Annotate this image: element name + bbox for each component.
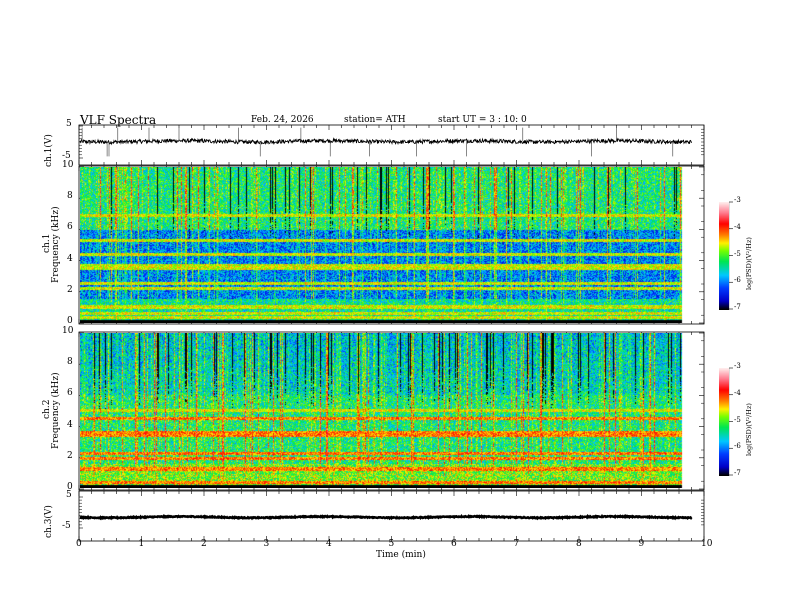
ch1-waveform-y-tick-label: -5: [62, 151, 71, 161]
ch1-spectrogram-y-tick-label: 6: [67, 222, 73, 233]
ch3-waveform-line: [79, 513, 693, 521]
ch2-spectrogram-y-tick-label: 6: [67, 388, 73, 399]
ch1-spectrogram-colorbar-tick-label: -4: [734, 222, 741, 231]
ch1-waveform-y-tick-label: 5: [66, 119, 72, 129]
panel-border: [78, 124, 705, 166]
ch1-spectrogram-y-label: Frequency (kHz): [51, 206, 61, 283]
start-ut-label: start UT = 3 : 10: 0: [438, 115, 527, 125]
ch1-spectrogram-colorbar-tick-label: -6: [734, 276, 741, 285]
ch2-spectrogram-y-label: Frequency (kHz): [51, 372, 61, 449]
ch1-spectrogram-colorbar-tick-label: -7: [734, 303, 741, 311]
ch2-spectrogram-y-tick-label: 4: [67, 419, 73, 430]
x-tick-label: 9: [638, 539, 645, 549]
ch1-spectrogram-image: [80, 167, 694, 323]
x-tick-label: 7: [513, 539, 520, 549]
ch1-spectrogram-y-tick-label: 8: [67, 191, 73, 202]
ch1-spectrogram-colorbar-label: log(PSD)(V²/Hz): [745, 237, 753, 290]
ch3-waveform-y-tick-label: -5: [62, 521, 71, 531]
ch2-colorbar: [719, 368, 729, 476]
x-tick-label: 6: [451, 539, 457, 549]
ch1-spectrogram-y-tick-label: 4: [67, 253, 73, 264]
ch1-spectrogram-y-tick-label: 2: [67, 284, 73, 295]
ch2-spectrogram-image: [80, 333, 694, 488]
ch2-spectrogram-y-tick-label: 10: [62, 326, 74, 336]
ch2-spectrogram-colorbar-tick-label: -5: [734, 415, 741, 424]
x-tick-label: 0: [76, 539, 82, 549]
ch2-spectrogram-colorbar-tick-label: -4: [734, 388, 741, 397]
x-tick-label: 2: [201, 539, 207, 549]
ch1-spectrogram-colorbar-tick-label: -5: [734, 249, 741, 258]
ch2-spectrogram-colorbar-tick-label: -3: [734, 362, 741, 370]
x-tick-label: 3: [263, 539, 270, 549]
ch1-spectrogram-y-tick-label: 0: [67, 316, 73, 326]
x-tick-label: 1: [138, 539, 145, 549]
station-label: station= ATH: [344, 115, 406, 125]
ch3-waveform-y-label: ch.3(V): [44, 505, 54, 538]
chart-title: VLF Spectra: [80, 113, 157, 127]
ch1-spectrogram-y-tick-label: 10: [62, 160, 74, 170]
x-axis-label: Time (min): [376, 550, 426, 560]
ch2-spectrogram-y-tick-label: 8: [67, 357, 73, 368]
date-label: Feb. 24, 2026: [251, 115, 314, 125]
ch2-spectrogram-y-tick-label: 0: [67, 482, 73, 492]
ch2-spectrogram-colorbar-tick-label: -6: [734, 442, 741, 451]
ch1-waveform-line: [79, 137, 692, 146]
ch2-spectrogram-y-tick-label: 2: [67, 450, 73, 461]
x-tick-label: 5: [388, 539, 395, 549]
ch1-waveform-y-label: ch.1(V): [44, 134, 54, 167]
ch2-spectrogram-colorbar-label: log(PSD)(V²/Hz): [745, 403, 753, 456]
x-tick-label: 10: [701, 539, 713, 549]
x-tick-label: 8: [576, 539, 582, 549]
x-tick-label: 4: [326, 539, 332, 549]
ch1-spectrogram-colorbar-tick-label: -3: [734, 196, 741, 204]
ch1-colorbar: [719, 202, 729, 310]
ch3-waveform-y-tick-label: 5: [66, 490, 72, 500]
ch2-spectrogram-colorbar-tick-label: -7: [734, 469, 741, 477]
